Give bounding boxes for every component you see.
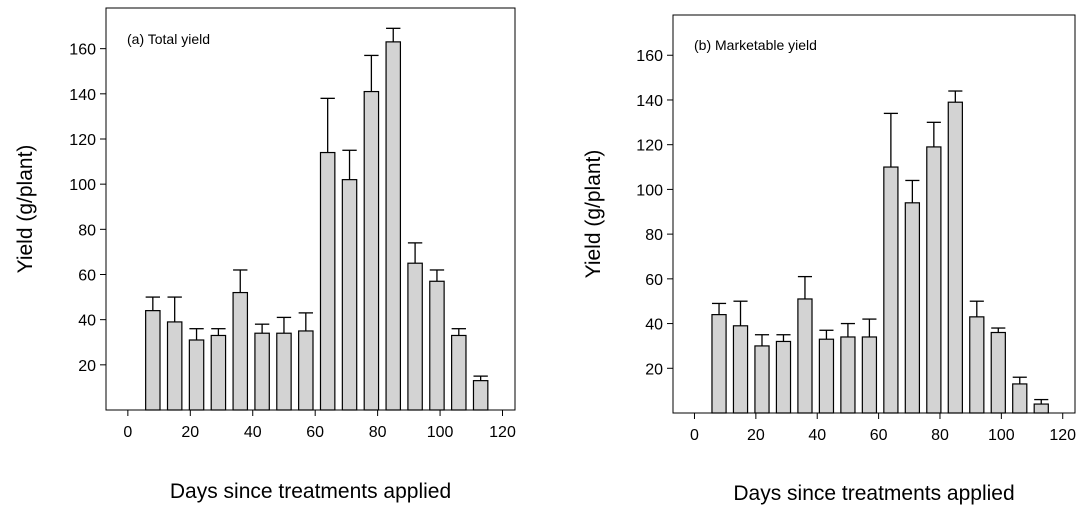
x-tick-label: 40 (808, 427, 826, 444)
y-tick-label: 80 (78, 222, 96, 239)
y-tick-label: 100 (636, 182, 663, 199)
bar (341, 179, 358, 411)
y-tick-label: 80 (645, 227, 663, 244)
bar (754, 345, 770, 414)
x-tick-label: 120 (489, 424, 516, 441)
bar (732, 325, 749, 414)
bar (1033, 403, 1049, 414)
chart-panel-b: 0 20 40 60 80 100 120 20 40 60 80 100 120 140 160 (b) M… (582, 14, 1076, 505)
y-tick-label: 20 (78, 358, 96, 375)
bar (451, 334, 467, 411)
chart-panel-a: 0 20 40 60 80 100 120 20 40 60 80 100 120 140 160 (a) T… (14, 7, 516, 503)
y-tick-label: 160 (69, 42, 96, 59)
y-axis-title: Yield (g/plant) (582, 150, 605, 279)
panel-title: (a) Total yield (127, 31, 210, 47)
y-tick-label: 100 (69, 177, 96, 194)
bar (232, 291, 249, 411)
y-tick-label: 140 (636, 93, 663, 110)
bar (472, 380, 489, 411)
y-tick-label: 120 (636, 138, 663, 155)
bar (298, 330, 314, 411)
bar (883, 166, 899, 414)
bar (818, 338, 835, 414)
x-tick-label: 100 (427, 424, 454, 441)
x-tick-label: 80 (931, 427, 949, 444)
y-tick-label: 40 (645, 317, 663, 334)
x-tick-label: 40 (244, 424, 262, 441)
bar (840, 336, 856, 414)
bar (363, 90, 380, 411)
bar (1012, 383, 1028, 414)
x-tick-label: 100 (988, 427, 1015, 444)
y-tick-label: 120 (69, 132, 96, 149)
bar (145, 310, 161, 411)
y-tick-label: 60 (645, 272, 663, 289)
bar (166, 321, 183, 411)
bar (797, 298, 813, 414)
bar (926, 146, 942, 414)
x-tick-label: 20 (181, 424, 199, 441)
x-tick-label: 60 (306, 424, 324, 441)
bar (407, 262, 423, 411)
y-tick-label: 60 (78, 267, 96, 284)
bar (429, 280, 445, 411)
bar (276, 332, 292, 411)
bar (385, 41, 402, 411)
bar (969, 316, 985, 414)
y-tick-label: 20 (645, 361, 663, 378)
x-axis-title: Days since treatments applied (170, 480, 451, 503)
x-tick-label: 20 (747, 427, 765, 444)
y-axis-title: Yield (g/plant) (14, 145, 37, 274)
x-tick-label: 60 (870, 427, 888, 444)
x-tick-label: 80 (369, 424, 387, 441)
bar (861, 336, 878, 414)
bar (210, 334, 227, 411)
bar (188, 339, 205, 411)
bar (904, 202, 921, 414)
bar (990, 331, 1006, 414)
panel-title: (b) Marketable yield (694, 37, 817, 53)
x-tick-label: 0 (690, 427, 699, 444)
bar (947, 101, 963, 414)
bar (319, 151, 336, 411)
y-tick-label: 140 (69, 87, 96, 104)
x-tick-label: 0 (123, 424, 132, 441)
x-axis-title: Days since treatments applied (733, 482, 1014, 505)
y-tick-label: 160 (636, 48, 663, 65)
x-tick-label: 120 (1049, 427, 1076, 444)
bar (711, 314, 727, 414)
bar (775, 340, 792, 414)
y-tick-label: 40 (78, 313, 96, 330)
bar (254, 332, 270, 411)
